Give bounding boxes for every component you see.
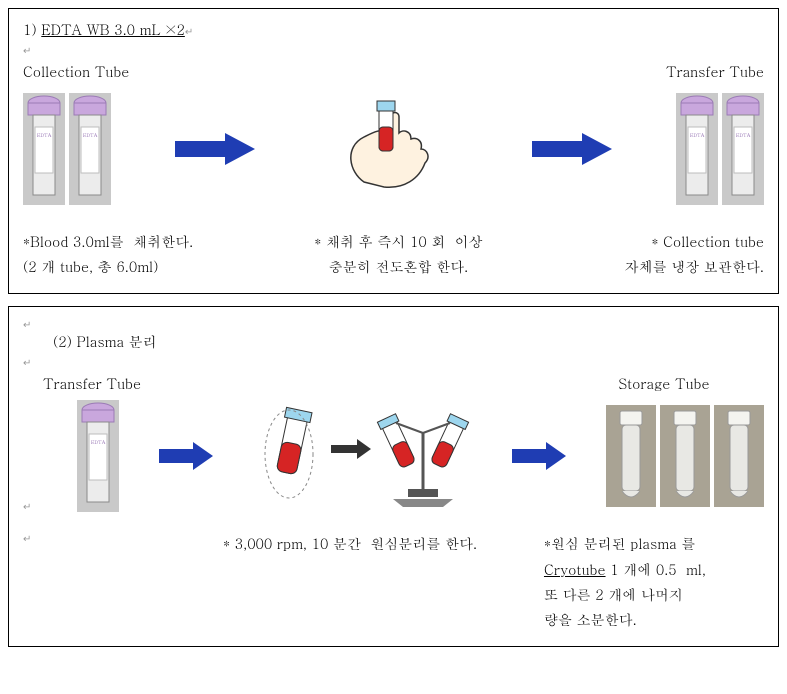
panel2-heading: (2) Plasma 분리 [53,331,764,351]
panel2-labels: Transfer Tube Storage Tube [23,373,764,393]
edta-tube-icon: EDTA [23,93,65,205]
transfer-tubes: EDTA EDTA [676,93,764,205]
hand-mixing-icon [319,87,469,211]
edta-tube-icon: EDTA [77,400,119,512]
label-transfer-tube: Transfer Tube [584,61,764,81]
label-transfer-tube: Transfer Tube [43,373,223,393]
edta-tube-icon: EDTA [69,93,111,205]
panel2-images-row: ↵ EDTA [23,399,764,513]
edta-tube-icon: EDTA [676,93,718,205]
panel1-captions: *Blood 3.0ml를 채취한다. (2 개 tube, 총 6.0ml) … [23,229,764,279]
panel1-heading: 1) EDTA WB 3.0 mL ×2↵ [23,19,764,39]
text: 자체를 냉장 보관한다. [625,256,764,276]
svg-text:EDTA: EDTA [690,132,705,139]
caption-right: * Collection tube 자체를 냉장 보관한다. [564,229,764,279]
panel2-captions: ↵ * 3,000 rpm, 10 분간 원심분리를 한다. *원심 분리된 p… [23,531,764,632]
panel1-images-row: EDTA EDTA [23,87,764,211]
storage-cryotubes [606,405,764,507]
caption-right: *원심 분리된 plasma 를 Cryotube 1 개에 0.5 ml, 또… [544,531,764,632]
pilcrow: ↵ [23,355,764,369]
caption-mid: * 채취 후 즉시 10 회 이상 충분히 전도혼합 한다. [269,229,529,279]
caption-mid: * 3,000 rpm, 10 분간 원심분리를 한다. [223,531,503,556]
text: *Blood 3.0ml를 채취한다. [23,231,193,251]
text: *원심 분리된 plasma 를 [544,533,695,553]
svg-text:EDTA: EDTA [91,439,106,446]
label-collection-tube: Collection Tube [23,61,203,81]
svg-text:EDTA: EDTA [83,132,98,139]
heading-underline: EDTA WB 3.0 mL ×2 [41,19,185,39]
pilcrow: ↵ [23,531,31,545]
caption-left: *Blood 3.0ml를 채취한다. (2 개 tube, 총 6.0ml) [23,229,233,279]
text: (2 개 tube, 총 6.0ml) [23,256,158,276]
arrow-icon [512,442,566,470]
transfer-tube-single: EDTA [77,400,119,512]
centrifuge-icon [253,399,473,513]
cryotube-word: Cryotube [544,559,606,579]
text: 1 개에 0.5 ml, [606,559,706,579]
pilcrow: ↵ [185,24,193,38]
cryotube-icon [714,405,764,507]
pilcrow: ↵ [23,43,764,57]
svg-text:EDTA: EDTA [736,132,751,139]
arrow-icon [175,133,255,165]
edta-tube-icon: EDTA [722,93,764,205]
text: 또 다른 2 개에 나머지 [544,584,683,604]
cryotube-icon [606,405,656,507]
label-storage-tube: Storage Tube [564,373,764,393]
pilcrow: ↵ [23,499,31,513]
pilcrow: ↵ [23,317,764,331]
panel1-labels: Collection Tube Transfer Tube [23,61,764,81]
cryotube-icon [660,405,710,507]
text: 충분히 전도혼합 한다. [329,256,468,276]
heading-prefix: 1) [23,19,41,39]
text: * Collection tube [651,231,764,251]
panel-edta-wb: 1) EDTA WB 3.0 mL ×2↵ ↵ Collection Tube … [8,8,779,294]
text: 량을 소분한다. [544,609,637,629]
text: * 채취 후 즉시 10 회 이상 [314,231,482,251]
svg-text:EDTA: EDTA [37,132,52,139]
panel-plasma: ↵ (2) Plasma 분리 ↵ Transfer Tube Storage … [8,306,779,647]
collection-tubes: EDTA EDTA [23,93,111,205]
arrow-icon [159,442,213,470]
arrow-icon [532,133,612,165]
